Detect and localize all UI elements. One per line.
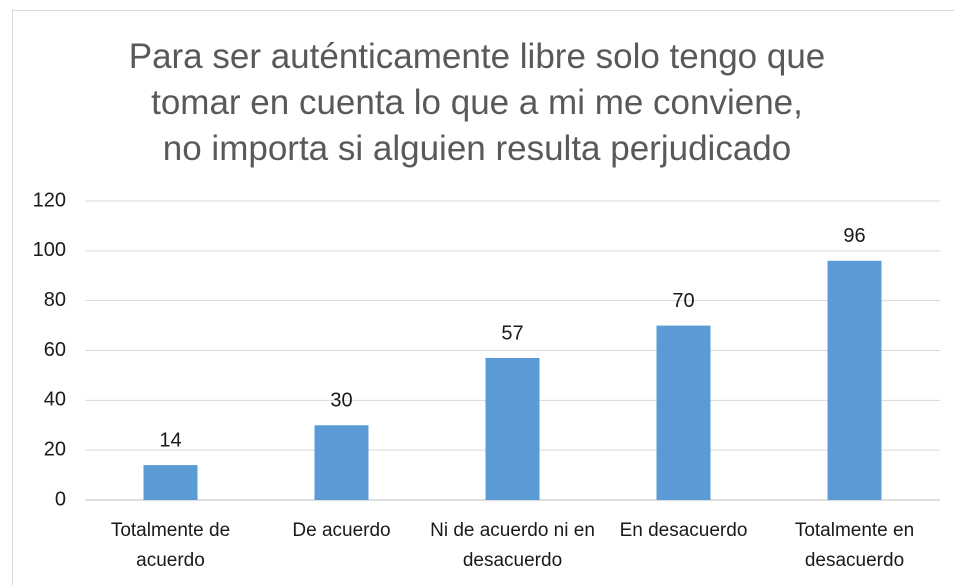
data-label: 57: [501, 322, 523, 344]
x-tick-label: De acuerdo: [292, 520, 391, 541]
data-label: 70: [672, 290, 694, 312]
bar: [656, 325, 711, 500]
data-label: 96: [843, 225, 865, 247]
x-tick-label: Totalmente de acuerdo: [110, 520, 231, 571]
y-tick-label: 40: [44, 389, 66, 411]
bar: [827, 260, 882, 500]
y-tick-label: 20: [44, 438, 66, 460]
y-tick-label: 80: [44, 289, 66, 311]
y-tick-label: 60: [44, 339, 66, 361]
y-tick-label: 0: [55, 488, 66, 510]
chart-title: Para ser auténticamente libre solo tengo…: [128, 37, 826, 168]
data-label: 14: [159, 429, 181, 451]
x-tick-label: Totalmente en desacuerdo: [794, 520, 915, 571]
bar: [143, 465, 198, 500]
x-tick-label: En desacuerdo: [619, 520, 748, 541]
data-label: 30: [330, 390, 352, 412]
bar: [485, 357, 540, 500]
x-tick-label: Ni de acuerdo ni en desacuerdo: [430, 520, 595, 571]
y-tick-label: 100: [33, 239, 66, 261]
y-tick-label: 120: [33, 189, 66, 211]
chart-frame: [12, 10, 954, 585]
bar: [314, 425, 369, 500]
